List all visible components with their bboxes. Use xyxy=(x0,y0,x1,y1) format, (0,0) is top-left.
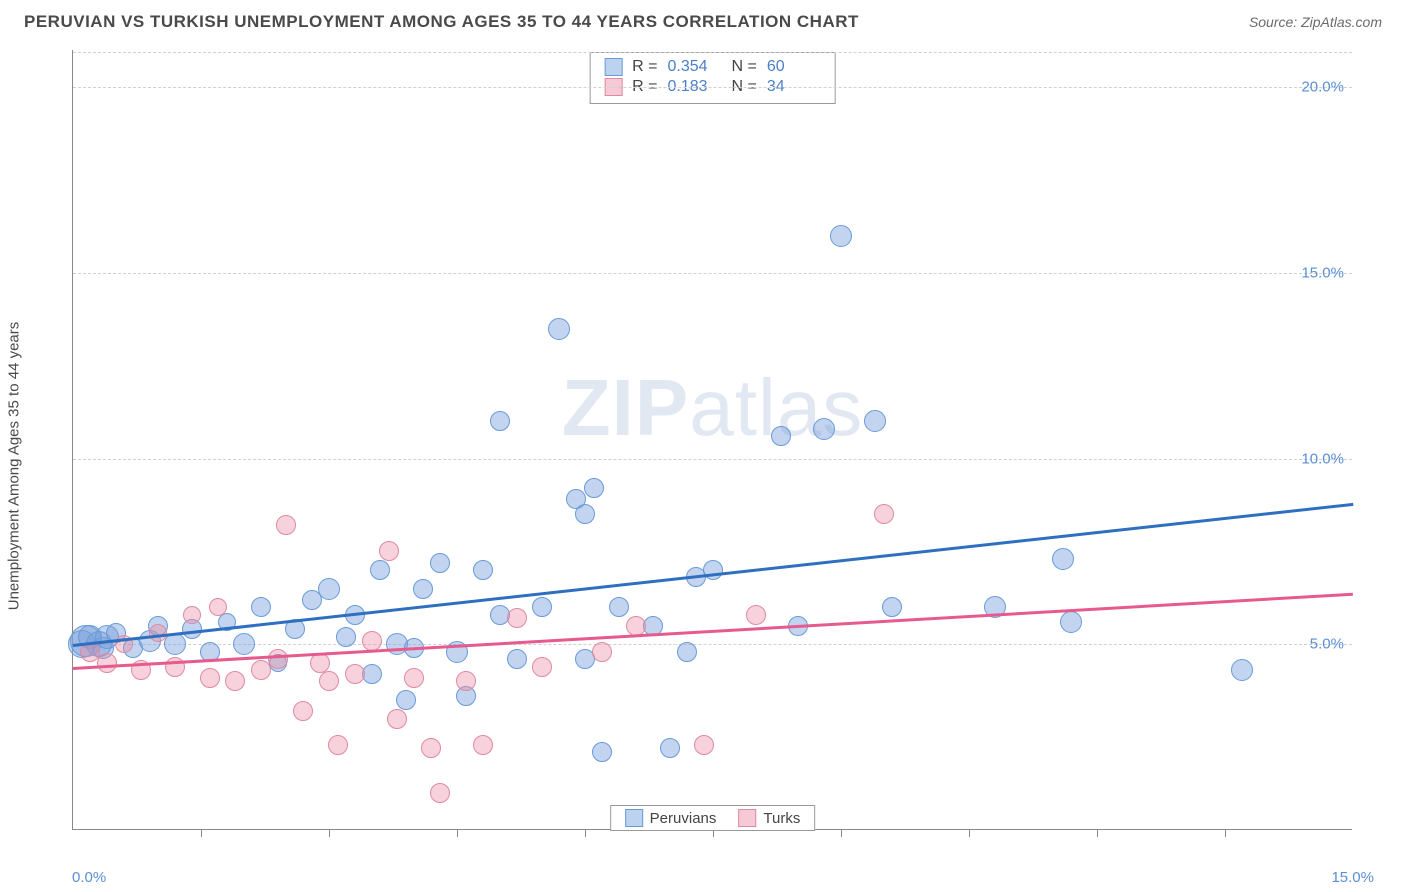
data-point xyxy=(456,671,476,691)
gridline xyxy=(73,87,1352,88)
data-point xyxy=(336,627,356,647)
data-point xyxy=(362,631,382,651)
x-tick xyxy=(841,829,842,837)
data-point xyxy=(97,653,117,673)
legend: Peruvians Turks xyxy=(610,805,816,831)
data-point xyxy=(421,738,441,758)
data-point xyxy=(251,597,271,617)
data-point xyxy=(209,598,227,616)
data-point xyxy=(396,690,416,710)
y-tick-label: 5.0% xyxy=(1310,636,1344,653)
data-point xyxy=(677,642,697,662)
data-point xyxy=(319,671,339,691)
data-point xyxy=(882,597,902,617)
data-point xyxy=(233,633,255,655)
data-point xyxy=(1231,659,1253,681)
data-point xyxy=(413,579,433,599)
data-point xyxy=(592,642,612,662)
y-axis-label: Unemployment Among Ages 35 to 44 years xyxy=(6,322,23,611)
data-point xyxy=(660,738,680,758)
y-tick-label: 20.0% xyxy=(1301,79,1344,96)
data-point xyxy=(1060,611,1082,633)
data-point xyxy=(370,560,390,580)
legend-label-peruvians: Peruvians xyxy=(650,810,717,827)
data-point xyxy=(532,597,552,617)
legend-item-turks: Turks xyxy=(738,809,800,827)
legend-item-peruvians: Peruvians xyxy=(625,809,717,827)
stat-n-label: N = xyxy=(732,58,757,76)
gridline xyxy=(73,459,1352,460)
source-attribution: Source: ZipAtlas.com xyxy=(1249,14,1382,30)
stats-row-peruvians: R = 0.354 N = 60 xyxy=(604,57,821,77)
y-tick-label: 15.0% xyxy=(1301,264,1344,281)
data-point xyxy=(318,578,340,600)
chart-container: Unemployment Among Ages 35 to 44 years Z… xyxy=(24,50,1382,882)
data-point xyxy=(328,735,348,755)
data-point xyxy=(225,671,245,691)
data-point xyxy=(165,657,185,677)
chart-title: PERUVIAN VS TURKISH UNEMPLOYMENT AMONG A… xyxy=(24,12,859,32)
data-point xyxy=(813,418,835,440)
data-point xyxy=(592,742,612,762)
data-point xyxy=(404,668,424,688)
data-point xyxy=(268,649,288,669)
trend-line xyxy=(73,503,1353,647)
data-point xyxy=(430,553,450,573)
x-axis-label-max: 15.0% xyxy=(1331,869,1374,886)
data-point xyxy=(575,504,595,524)
data-point xyxy=(473,735,493,755)
legend-swatch-peruvians xyxy=(625,809,643,827)
x-axis-label-min: 0.0% xyxy=(72,869,106,886)
data-point xyxy=(609,597,629,617)
gridline xyxy=(73,644,1352,645)
data-point xyxy=(387,709,407,729)
watermark: ZIPatlas xyxy=(562,362,863,454)
chart-header: PERUVIAN VS TURKISH UNEMPLOYMENT AMONG A… xyxy=(0,0,1406,36)
data-point xyxy=(864,410,886,432)
watermark-bold: ZIP xyxy=(562,363,689,452)
data-point xyxy=(473,560,493,580)
data-point xyxy=(276,515,296,535)
data-point xyxy=(490,411,510,431)
stat-r-value-peruvians: 0.354 xyxy=(668,58,722,76)
data-point xyxy=(830,225,852,247)
data-point xyxy=(626,616,646,636)
legend-swatch-turks xyxy=(738,809,756,827)
data-point xyxy=(874,504,894,524)
stat-r-label: R = xyxy=(632,58,657,76)
stat-n-value-peruvians: 60 xyxy=(767,58,821,76)
stats-box: R = 0.354 N = 60 R = 0.183 N = 34 xyxy=(589,52,836,104)
x-tick xyxy=(201,829,202,837)
data-point xyxy=(507,649,527,669)
data-point xyxy=(430,783,450,803)
data-point xyxy=(164,633,186,655)
plot-area: ZIPatlas R = 0.354 N = 60 R = 0.183 N = … xyxy=(72,50,1352,830)
gridline xyxy=(73,52,1352,53)
data-point xyxy=(345,664,365,684)
data-point xyxy=(379,541,399,561)
data-point xyxy=(1052,548,1074,570)
swatch-peruvians xyxy=(604,58,622,76)
data-point xyxy=(507,608,527,628)
x-tick xyxy=(969,829,970,837)
data-point xyxy=(771,426,791,446)
data-point xyxy=(548,318,570,340)
x-tick xyxy=(329,829,330,837)
data-point xyxy=(293,701,313,721)
x-tick xyxy=(1097,829,1098,837)
x-tick xyxy=(585,829,586,837)
x-tick xyxy=(457,829,458,837)
legend-label-turks: Turks xyxy=(763,810,800,827)
data-point xyxy=(746,605,766,625)
data-point xyxy=(200,668,220,688)
data-point xyxy=(694,735,714,755)
y-tick-label: 10.0% xyxy=(1301,450,1344,467)
data-point xyxy=(362,664,382,684)
data-point xyxy=(532,657,552,677)
data-point xyxy=(183,606,201,624)
gridline xyxy=(73,273,1352,274)
data-point xyxy=(584,478,604,498)
x-tick xyxy=(1225,829,1226,837)
